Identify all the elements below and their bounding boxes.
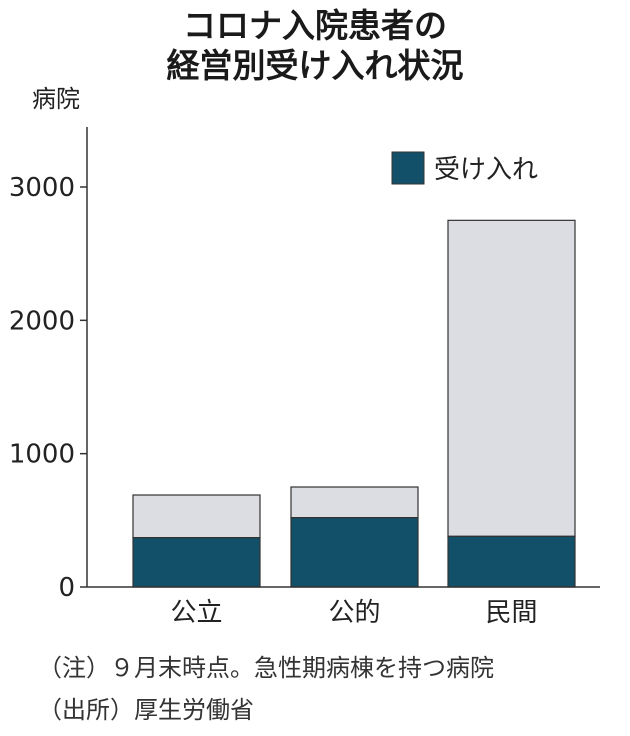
bar-accepted <box>290 517 419 588</box>
y-tick-label: 3000 <box>9 173 75 203</box>
chart-title: コロナ入院患者の 経営別受け入れ状況 <box>0 6 630 86</box>
x-category-label: 公立 <box>170 598 222 628</box>
bar-not-accepted <box>447 219 576 537</box>
legend: 受け入れ <box>391 151 538 185</box>
y-tick-label: 0 <box>58 573 75 603</box>
bar-accepted <box>132 537 261 588</box>
bar-not-accepted <box>132 494 261 539</box>
legend-swatch-accepted <box>391 151 425 185</box>
source-note: （出所）厚生労働省 <box>38 696 254 724</box>
y-tick-label: 2000 <box>9 306 75 336</box>
bar-not-accepted <box>290 486 419 519</box>
bar-chart: 病院 0 1000 2000 3000 公立 公的 民間 受け入れ <box>9 85 600 628</box>
title-line-2: 経営別受け入れ状況 <box>166 46 464 85</box>
x-category-label: 民間 <box>485 598 537 628</box>
title-line-1: コロナ入院患者の <box>183 6 447 45</box>
y-tick-label: 1000 <box>9 440 75 470</box>
x-category-label: 公的 <box>328 598 380 628</box>
y-axis-label: 病院 <box>32 85 80 113</box>
bar-accepted <box>447 535 576 588</box>
legend-label-accepted: 受け入れ <box>434 155 538 185</box>
footnote: （注）９月末時点。急性期病棟を持つ病院 <box>38 654 494 682</box>
